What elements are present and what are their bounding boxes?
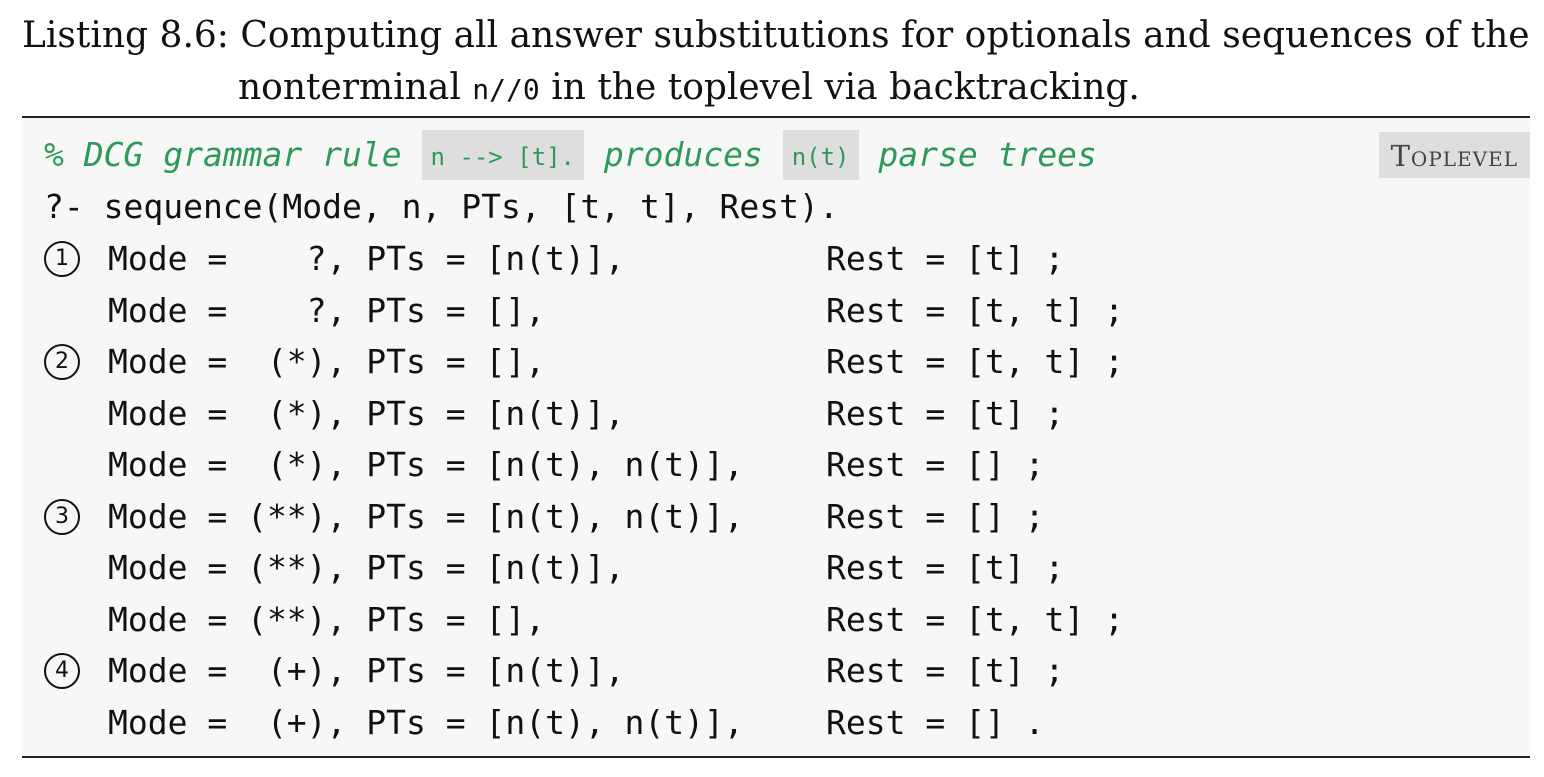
answer-marker: 3 (44, 498, 80, 535)
answer-mode-pts: Mode = (+), PTs = [n(t), n(t)], (108, 702, 744, 742)
comment-mid: produces (603, 135, 763, 174)
answer-rest: Rest = [t] ; (826, 393, 1065, 433)
answer-mode-pts: Mode = (**), PTs = [], (108, 599, 546, 639)
comment-line: % DCG grammar rule n --> [t]. produces n… (44, 130, 1097, 180)
answer-rest: Rest = [t, t] ; (826, 290, 1125, 330)
answer-rest: Rest = [] ; (826, 445, 1045, 484)
answer-rest: Rest = [t, t] ; (826, 342, 1125, 381)
code-listing: % DCG grammar rule n --> [t]. produces n… (22, 116, 1530, 758)
answer-mode-pts: Mode = ?, PTs = [n(t)], (108, 239, 625, 278)
answer-mode-pts: Mode = (**), PTs = [n(t), n(t)], (108, 496, 744, 536)
answer-marker: 4 (44, 653, 80, 689)
comment-inline-code-tree: n(t) (782, 130, 859, 180)
answer-marker: 2 (44, 344, 80, 380)
answer-rest: Rest = [t] ; (826, 239, 1065, 278)
caption-text-suffix: in the toplevel via backtracking. (551, 67, 1140, 108)
caption-text-line1: Computing all answer substitutions for o… (240, 15, 1530, 56)
query-line: ?- sequence(Mode, n, PTs, [t, t], Rest). (44, 187, 839, 226)
answer-marker: 1 (44, 241, 80, 277)
caption-line-1: Listing 8.6: Computing all answer substi… (22, 10, 1530, 62)
answer-rest: Rest = [] . (826, 702, 1045, 742)
answer-rest: Rest = [t, t] ; (826, 599, 1125, 639)
answer-mode-pts: Mode = (*), PTs = [n(t), n(t)], (108, 445, 744, 484)
answer-mode-pts: Mode = (*), PTs = [n(t)], (108, 393, 625, 433)
caption-text-prefix: nonterminal (238, 67, 461, 108)
comment-suffix: parse trees (878, 135, 1097, 174)
answer-rest: Rest = [t] ; (826, 651, 1065, 690)
answer-mode-pts: Mode = ?, PTs = [], (108, 290, 546, 330)
answer-mode-pts: Mode = (**), PTs = [n(t)], (108, 548, 625, 587)
caption-line-2: nonterminal n//0 in the toplevel via bac… (238, 62, 1140, 116)
caption-label: Listing 8.6: (22, 15, 229, 56)
answer-rest: Rest = [] ; (826, 496, 1045, 536)
answer-mode-pts: Mode = (+), PTs = [n(t)], (108, 651, 625, 690)
comment-prefix: % DCG grammar rule (44, 135, 402, 174)
answer-mode-pts: Mode = (*), PTs = [], (108, 342, 546, 381)
answer-rest: Rest = [t] ; (826, 548, 1065, 587)
comment-inline-code-rule: n --> [t]. (421, 130, 584, 180)
caption-code-n0: n//0 (472, 73, 540, 106)
toplevel-tag: Toplevel (1378, 132, 1530, 178)
